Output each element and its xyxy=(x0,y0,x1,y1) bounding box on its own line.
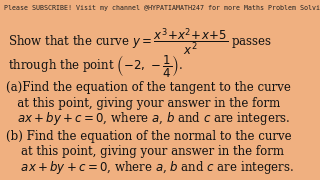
Text: at this point, giving your answer in the form: at this point, giving your answer in the… xyxy=(6,145,284,158)
Text: Show that the curve $y = \dfrac{x^3\!+\!x^2\!+\!x\!+\!5}{x^2}$ passes: Show that the curve $y = \dfrac{x^3\!+\!… xyxy=(8,26,272,58)
Text: (a)Find the equation of the tangent to the curve: (a)Find the equation of the tangent to t… xyxy=(6,81,291,94)
Text: $ax + by + c = 0$, where $a$, $b$ and $c$ are integers.: $ax + by + c = 0$, where $a$, $b$ and $c… xyxy=(6,159,294,176)
Text: (b) Find the equation of the normal to the curve: (b) Find the equation of the normal to t… xyxy=(6,130,292,143)
Text: $ax + by + c = 0$, where $a$, $b$ and $c$ are integers.: $ax + by + c = 0$, where $a$, $b$ and $c… xyxy=(6,110,290,127)
Text: Thank you! Please SUBSCRIBE! Visit my channel @HYPATIAMATH247 for more Maths Pro: Thank you! Please SUBSCRIBE! Visit my ch… xyxy=(0,5,320,11)
Text: at this point, giving your answer in the form: at this point, giving your answer in the… xyxy=(6,97,280,110)
Text: through the point $\left(-2,\,-\dfrac{1}{4}\right)$.: through the point $\left(-2,\,-\dfrac{1}… xyxy=(8,53,183,79)
